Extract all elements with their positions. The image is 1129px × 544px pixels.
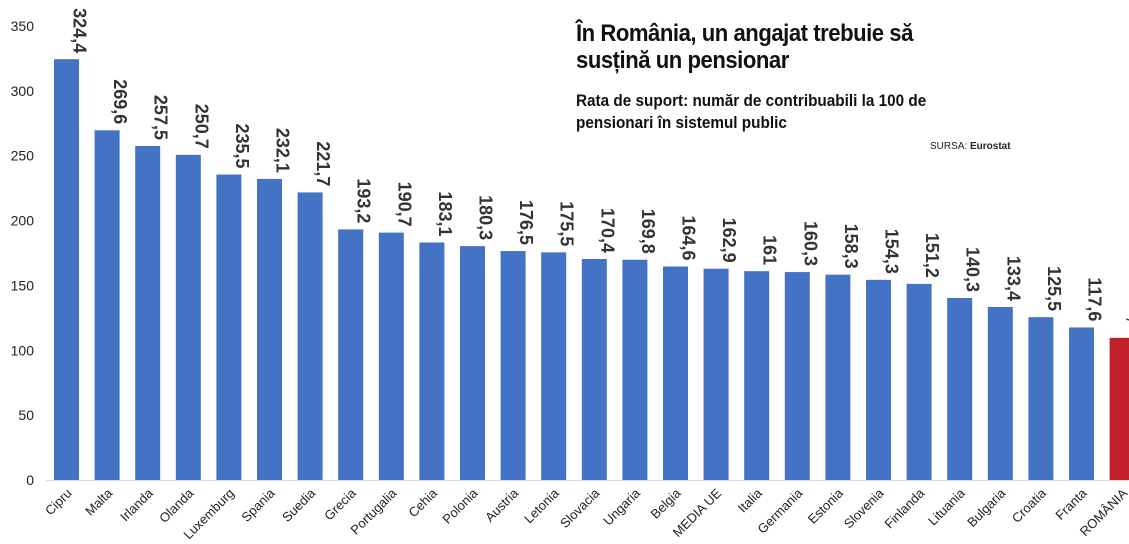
value-label: 154,3	[882, 229, 902, 274]
y-tick-label: 50	[18, 407, 34, 423]
bar	[744, 271, 770, 480]
value-label: 164,6	[679, 215, 699, 260]
y-tick-label: 250	[11, 148, 35, 164]
bar	[703, 268, 729, 480]
value-label: 170,4	[597, 208, 617, 253]
value-label: 160,3	[800, 221, 820, 266]
category-label: Grecia	[321, 485, 359, 523]
category-label: Slovacia	[557, 485, 603, 531]
bar	[94, 130, 120, 480]
category-label: Irlanda	[117, 485, 156, 524]
category-label: Belgia	[647, 485, 684, 522]
value-label: 151,2	[922, 233, 942, 278]
bar	[460, 246, 485, 480]
bar	[175, 154, 201, 481]
bar	[378, 232, 404, 480]
value-label: 324,4	[70, 8, 90, 53]
bar	[987, 306, 1013, 480]
value-label: 176,5	[516, 200, 536, 245]
category-label: Slovenia	[841, 485, 887, 531]
value-label: 117,6	[1085, 277, 1105, 321]
value-label: 221,7	[313, 141, 333, 186]
bar	[541, 252, 567, 480]
bar	[297, 192, 323, 480]
category-label: Suedia	[279, 485, 319, 525]
value-label: 180,3	[476, 195, 496, 240]
bar	[784, 272, 810, 480]
bar	[866, 279, 891, 480]
category-label: Germania	[754, 485, 806, 537]
value-label: 193,2	[354, 178, 374, 223]
value-label: 161	[760, 235, 780, 265]
bar	[500, 251, 526, 480]
value-label: 169,8	[638, 209, 658, 254]
chart-subtitle: Rata de suport: număr de contribuabili l…	[576, 91, 927, 132]
category-label: Austria	[482, 485, 522, 525]
value-label: 257,5	[151, 95, 171, 140]
value-label: 158,3	[841, 224, 861, 269]
bar	[338, 229, 364, 480]
category-label: Polonia	[439, 485, 481, 527]
value-label: 269,6	[110, 79, 130, 124]
bar	[622, 259, 648, 480]
value-label: 133,4	[1003, 256, 1023, 301]
y-tick-label: 350	[11, 18, 35, 34]
chart-title: În România, un angajat trebuie să susțin…	[576, 20, 913, 74]
source-name: Eurostat	[970, 141, 1011, 152]
category-label: Croatia	[1009, 485, 1050, 526]
bar	[1069, 327, 1094, 480]
bar	[1028, 317, 1054, 480]
y-tick-label: 200	[11, 213, 35, 229]
bar	[135, 145, 161, 480]
value-label: 190,7	[394, 182, 414, 227]
category-label: Italia	[735, 485, 766, 516]
bar	[54, 59, 79, 481]
category-label: Cipru	[42, 486, 75, 519]
category-label: Franta	[1052, 485, 1090, 523]
value-label: 140,3	[963, 247, 983, 292]
y-tick-label: 100	[11, 342, 35, 358]
bar	[257, 178, 282, 480]
source-label: SURSA:	[930, 141, 968, 152]
category-label: Cehia	[405, 485, 440, 520]
category-label: Finlanda	[881, 485, 927, 531]
value-label: 250,7	[191, 104, 211, 149]
category-label: Malta	[82, 485, 116, 519]
y-tick-label: 300	[11, 83, 35, 99]
category-label: Lituania	[925, 485, 968, 528]
value-label: 183,1	[435, 191, 455, 236]
y-tick-label: 150	[11, 277, 35, 293]
bar	[663, 266, 688, 480]
bar	[581, 258, 607, 480]
category-label: Olanda	[156, 485, 197, 526]
value-label: 125,5	[1044, 266, 1064, 311]
value-label: 175,5	[557, 201, 577, 246]
bar	[825, 274, 851, 480]
source-note: SURSA: Eurostat	[930, 141, 1011, 152]
bar	[947, 298, 973, 480]
bar	[906, 283, 932, 480]
value-label: 235,5	[232, 123, 252, 168]
value-label: 109,6	[1125, 287, 1129, 332]
category-label: Bulgaria	[964, 485, 1009, 530]
category-label: Spania	[238, 485, 278, 525]
value-label: 162,9	[719, 218, 739, 263]
bar	[419, 242, 445, 480]
value-label: 232,1	[273, 128, 293, 173]
bar	[216, 174, 242, 480]
category-label: Ungaria	[600, 485, 643, 528]
bar	[1109, 337, 1129, 480]
y-tick-label: 0	[26, 472, 34, 488]
